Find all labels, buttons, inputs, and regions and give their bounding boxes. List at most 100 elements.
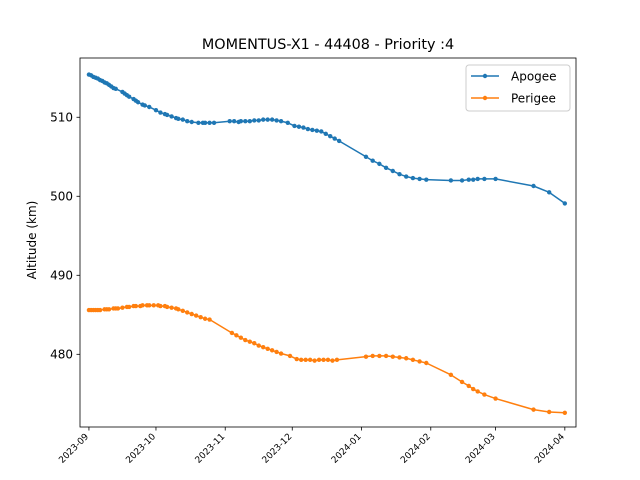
perigee-point [390,354,395,359]
apogee-point [292,123,297,129]
apogee-point [169,114,174,119]
legend-perigee-label: Perigee [511,92,556,106]
apogee-point [113,86,118,92]
perigee-point [531,407,536,412]
perigee-point [193,313,199,318]
apogee-point [475,176,480,182]
perigee-point [274,349,279,355]
chart-title: MOMENTUS-X1 - 44408 - Priority :4 [202,37,454,53]
perigee-point [294,356,299,362]
perigee-point [303,357,308,363]
apogee-point [176,116,181,122]
apogee-point [404,174,409,179]
apogee-point [269,117,275,122]
legend: Apogee Perigee [465,64,571,112]
perigee-point [404,356,409,361]
perigee-point [562,410,568,415]
perigee-point [321,357,326,363]
perigee-point [126,304,132,310]
perigee-point [207,317,212,322]
perigee-point [448,372,454,378]
perigee-point [370,353,375,359]
apogee-point [466,177,471,182]
perigee-point [417,359,422,364]
apogee-point [493,176,498,182]
legend-apogee-marker [482,73,488,79]
perigee-point [252,341,257,346]
apogee-point [135,100,141,105]
perigee-point [147,303,152,308]
perigee-point [169,305,174,310]
perigee-point [278,351,284,356]
apogee-point [256,118,261,123]
apogee-point [147,104,152,110]
apogee-point [243,119,248,124]
legend-perigee-marker [482,95,488,101]
perigee-point [97,307,103,313]
perigee-point [466,383,471,389]
apogee-point [319,129,324,134]
apogee-point [227,119,232,124]
apogee-point [153,107,159,113]
apogee-point [377,161,382,167]
y-tick-label: 510 [50,110,73,124]
apogee-point [314,128,320,133]
apogee-point [390,168,395,174]
apogee-point [265,117,270,122]
perigee-point [120,305,125,310]
y-tick-label: 500 [50,189,73,203]
perigee-point [158,303,163,309]
perigee-point [482,392,487,397]
apogee-point [410,175,416,181]
perigee-point [133,303,139,309]
perigee-point [471,386,476,392]
apogee-point [383,165,389,171]
apogee-point [305,126,311,132]
apogee-point [310,127,315,133]
perigee-point [269,348,275,353]
perigee-point [493,396,498,401]
perigee-point [363,354,369,359]
apogee-point [562,201,568,206]
apogee-point [424,177,429,182]
perigee-point [256,343,261,348]
perigee-point [243,337,248,343]
apogee-point [301,125,306,130]
apogee-point [459,178,465,183]
perigee-point [151,303,156,308]
apogee-point [202,120,208,125]
apogee-point [158,110,163,115]
perigee-point [115,306,121,311]
perigee-point [265,346,270,351]
perigee-point [410,357,416,363]
perigee-point [377,353,382,359]
perigee-point [185,310,190,315]
perigee-point [261,344,266,350]
apogee-point [417,176,422,182]
apogee-point [332,136,337,141]
perigee-point [198,314,203,320]
apogee-point [336,138,342,144]
y-tick-label: 480 [50,347,73,361]
apogee-point [238,119,244,124]
perigee-point [247,339,252,344]
perigee-point [287,353,293,359]
perigee-point [397,355,402,360]
y-axis-label: Altitude (km) [25,201,39,280]
perigee-point [229,330,235,336]
perigee-point [238,335,244,340]
perigee-point [189,311,194,317]
apogee-point [363,154,369,159]
apogee-point [207,120,212,125]
apogee-point [278,119,284,124]
perigee-point [424,360,429,366]
apogee-point [231,119,237,124]
legend-apogee-label: Apogee [511,70,557,84]
perigee-point [106,307,112,312]
apogee-point [397,171,402,177]
perigee-point [459,379,465,385]
apogee-point [448,178,454,183]
apogee-point [546,190,552,195]
apogee-point [196,120,201,125]
apogee-point [180,117,185,122]
